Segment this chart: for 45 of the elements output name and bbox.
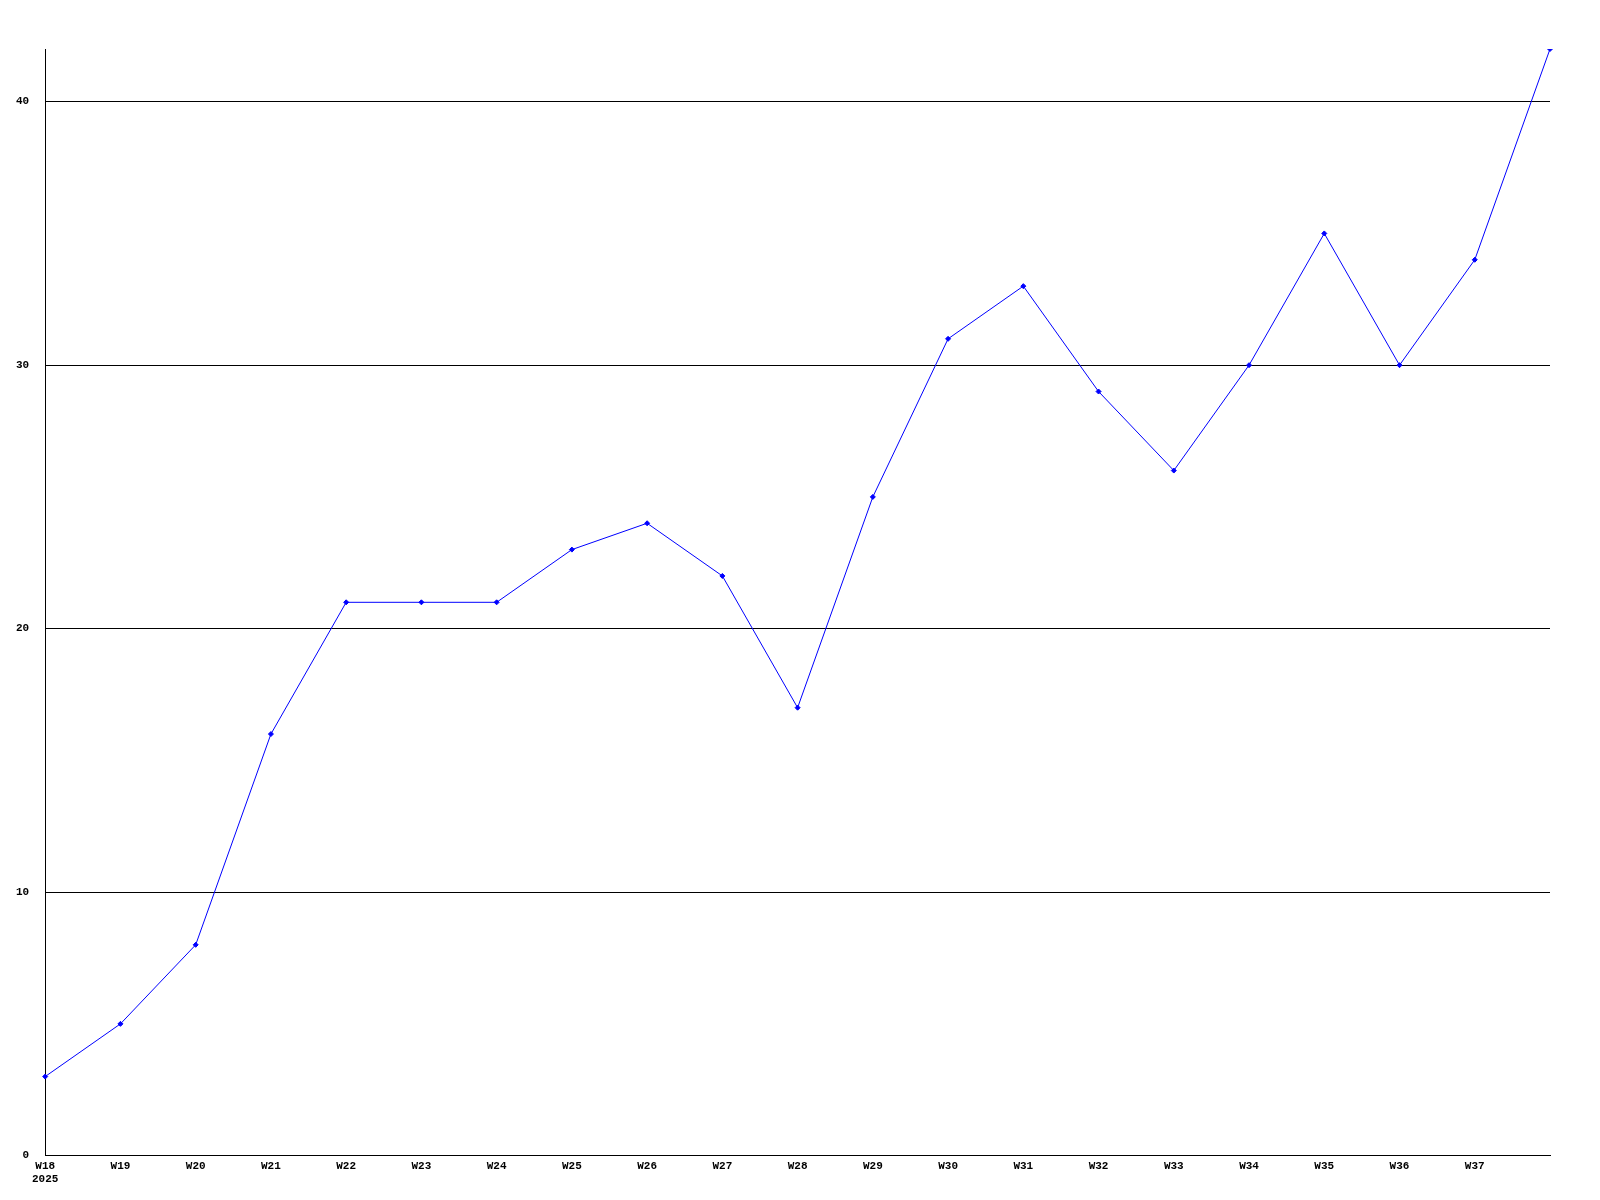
x-tick-label: W30 (938, 1159, 958, 1172)
y-tick-label: 40 (16, 95, 30, 108)
x-tick-label: W33 (1163, 1159, 1185, 1172)
x-tick-label: W25 (561, 1159, 583, 1172)
point (794, 704, 801, 711)
point (493, 599, 500, 606)
x-tick-label: W29 (862, 1159, 883, 1172)
point (1020, 283, 1027, 290)
x-tick-label: W31 (1013, 1159, 1034, 1172)
x-tick-label: W36 (1389, 1159, 1410, 1172)
point (869, 493, 876, 500)
x-tick-label: W19 (110, 1159, 131, 1172)
point (267, 731, 274, 738)
y-tick-label: 0 (22, 1149, 30, 1162)
x-tick-label: W35 (1314, 1159, 1335, 1172)
y-tick-label: 30 (16, 358, 30, 371)
x-tick-label: W27 (712, 1159, 733, 1172)
x-tick-label: W26 (637, 1159, 658, 1172)
y-tick-label: 10 (16, 885, 30, 898)
x-tick-label: W24 (486, 1159, 507, 1172)
point (945, 335, 952, 342)
x-tick-label: W18 2025 (32, 1159, 59, 1186)
x-tick-label: W37 (1464, 1159, 1485, 1172)
point (1170, 467, 1177, 474)
x-tick-label: W23 (411, 1159, 432, 1172)
point (1396, 362, 1403, 369)
point (568, 546, 575, 553)
x-tick-label: W34 (1239, 1159, 1260, 1172)
point (1471, 256, 1478, 263)
point (1321, 230, 1328, 237)
point (1246, 362, 1253, 369)
point (719, 572, 726, 579)
x-tick-label: W28 (787, 1159, 808, 1172)
x-tick-label: W32 (1088, 1159, 1109, 1172)
x-tick-label: W21 (261, 1159, 282, 1172)
point (1095, 388, 1102, 395)
x-tick-label: W22 (336, 1159, 357, 1172)
point (117, 1020, 124, 1027)
point (192, 941, 199, 948)
y-tick-label: 20 (16, 622, 30, 635)
point (418, 599, 425, 606)
point (343, 599, 350, 606)
point (42, 1073, 49, 1080)
x-tick-label: W20 (185, 1159, 206, 1172)
point (644, 520, 651, 527)
